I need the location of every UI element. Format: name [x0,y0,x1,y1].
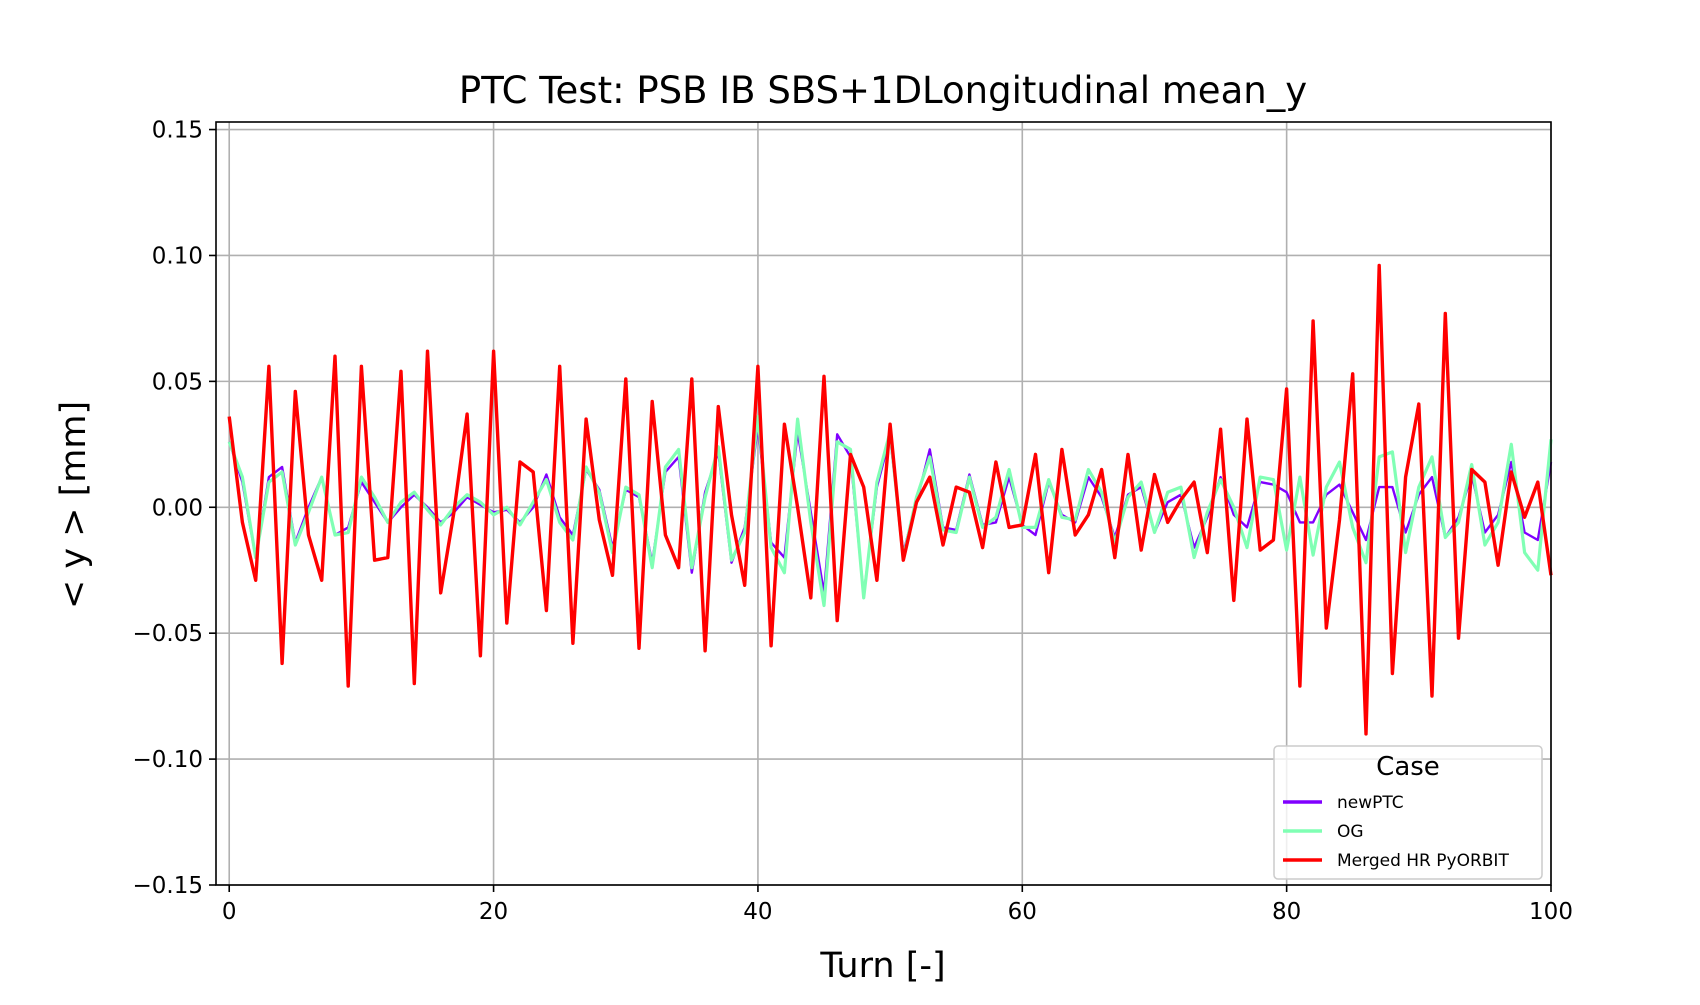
chart-title: PTC Test: PSB IB SBS+1DLongitudinal mean… [459,69,1307,112]
axis-ticks: 0 20 40 60 80 100 −0.15 −0.10 −0.05 0.00 0.05 0.10 0… [133,118,1573,925]
series-layer [227,263,1553,736]
legend-box [1273,745,1543,880]
x-tick-label: 0 [222,899,237,925]
y-tick-label: 0.00 [152,495,203,521]
y-tick-label: 0.05 [152,369,203,395]
y-tick-label: −0.15 [133,873,203,899]
legend-label-merged-hr-pyorbit: Merged HR PyORBIT [1337,851,1509,871]
plot-frame [215,121,1552,886]
y-tick-label: −0.10 [133,747,203,773]
legend-title: Case [1376,752,1440,782]
x-tick-label: 40 [743,899,772,925]
y-axis-label: < y > [mm] [54,401,94,609]
y-tick-label: −0.05 [133,621,203,647]
legend-label-newptc: newPTC [1337,793,1404,813]
x-tick-label: 60 [1008,899,1037,925]
x-tick-label: 20 [479,899,508,925]
legend-label-og: OG [1337,822,1364,842]
legend: Case newPTC OG Merged HR PyORBIT [1273,745,1543,880]
y-tick-label: 0.15 [152,118,203,144]
legend-items: newPTC OG Merged HR PyORBIT [1283,793,1509,871]
x-tick-label: 80 [1272,899,1301,925]
series-line-merged-hr-pyorbit [227,263,1553,736]
x-tick-label: 100 [1529,899,1573,925]
x-axis-label: Turn [-] [819,946,945,986]
y-tick-label: 0.10 [152,243,203,269]
